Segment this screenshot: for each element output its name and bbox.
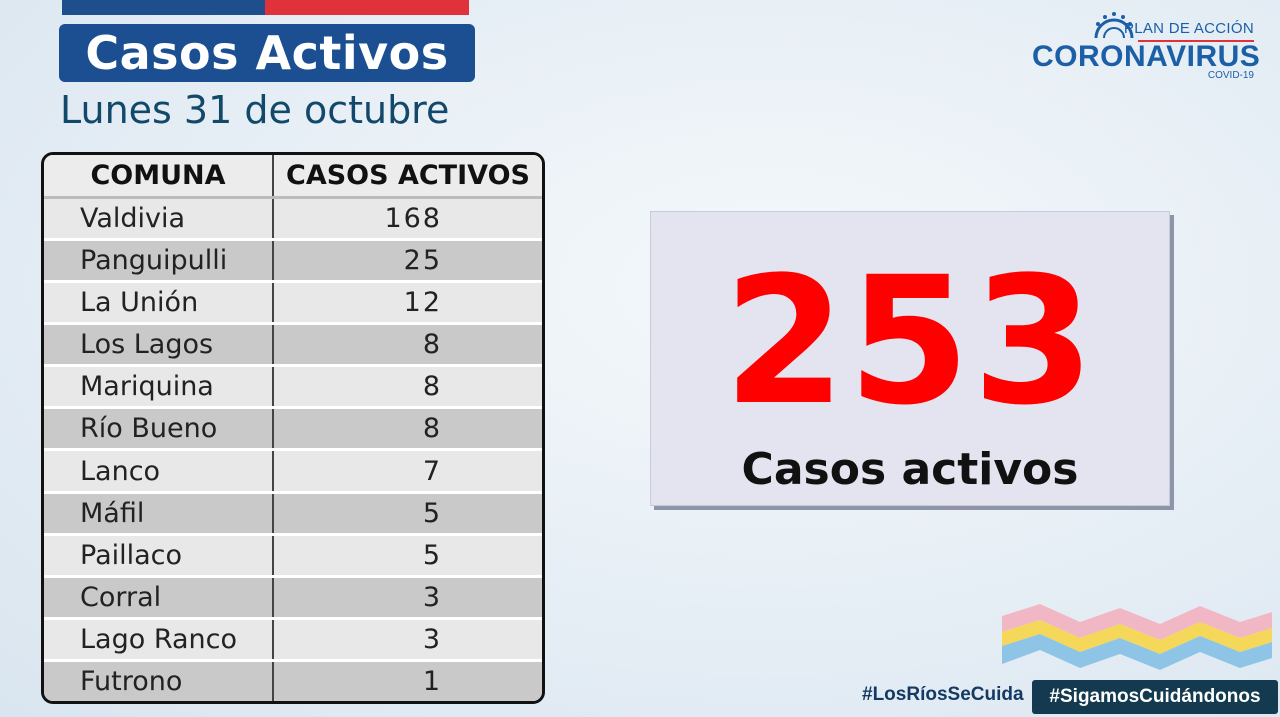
casos-cell: 3 (422, 581, 442, 613)
casos-cell: 1 (422, 665, 442, 697)
casos-cell: 7 (422, 455, 442, 487)
casos-cell: 168 (384, 203, 442, 235)
comuna-cell: Máfil (44, 492, 274, 536)
comuna-cell: Futrono (44, 660, 274, 701)
table-header-row: COMUNA CASOS ACTIVOS (44, 155, 542, 199)
table-row: Lanco 7 (44, 449, 542, 494)
comuna-cell: Lanco (44, 449, 274, 494)
comuna-cell: Los Lagos (44, 323, 274, 368)
date-subtitle: Lunes 31 de octubre (60, 88, 450, 132)
column-header-comuna: COMUNA (44, 155, 274, 199)
table-row: Río Bueno 8 (44, 407, 542, 452)
comuna-cell: Mariquina (44, 365, 274, 410)
casos-cell: 8 (422, 329, 442, 361)
table-row: Máfil 5 (44, 492, 542, 536)
comuna-cell: Lago Ranco (44, 618, 274, 662)
casos-cell: 8 (422, 413, 442, 445)
table-row: Corral 3 (44, 576, 542, 620)
casos-cell: 25 (403, 245, 442, 277)
virus-icon (1094, 12, 1134, 38)
casos-cell: 8 (422, 371, 442, 403)
logo-name: CORONAVIRUS (1032, 40, 1261, 73)
cases-table: COMUNA CASOS ACTIVOS Valdivia 168 Pangui… (41, 152, 545, 704)
plan-coronavirus-logo: PLAN DE ACCIÓN CORONAVIRUS COVID-19 (1028, 12, 1261, 84)
table-row: Panguipulli 25 (44, 239, 542, 284)
comuna-cell: Panguipulli (44, 239, 274, 284)
total-card: 253 Casos activos (650, 211, 1170, 506)
table-row: Mariquina 8 (44, 365, 542, 410)
logo-plan-text: PLAN DE ACCIÓN (1123, 20, 1254, 37)
casos-cell: 5 (422, 539, 442, 571)
table-row: Valdivia 168 (44, 197, 542, 242)
top-accent-red (265, 0, 469, 15)
comuna-cell: Río Bueno (44, 407, 274, 452)
hashtag-sigamos: #SigamosCuidándonos (1032, 680, 1278, 714)
casos-cell: 3 (422, 623, 442, 655)
total-label: Casos activos (741, 444, 1079, 495)
table-row: Lago Ranco 3 (44, 618, 542, 662)
casos-cell: 5 (422, 497, 442, 529)
comuna-cell: Corral (44, 576, 274, 620)
top-accent-blue (62, 0, 265, 15)
comuna-cell: Valdivia (44, 197, 274, 242)
page-title: Casos Activos (59, 24, 475, 82)
hashtag-losrios: #LosRíosSeCuida (862, 684, 1024, 705)
total-value: 253 (723, 239, 1097, 444)
casos-cell: 12 (403, 287, 442, 319)
column-header-casos: CASOS ACTIVOS (273, 155, 542, 199)
table-row: Los Lagos 8 (44, 323, 542, 368)
region-waves-graphic (1002, 604, 1272, 670)
logo-sub: COVID-19 (1207, 70, 1254, 81)
comuna-cell: Paillaco (44, 534, 274, 578)
table-row: Paillaco 5 (44, 534, 542, 578)
table-row: Futrono 1 (44, 660, 542, 701)
table-row: La Unión 12 (44, 281, 542, 326)
comuna-cell: La Unión (44, 281, 274, 326)
logo-divider (1138, 40, 1254, 42)
